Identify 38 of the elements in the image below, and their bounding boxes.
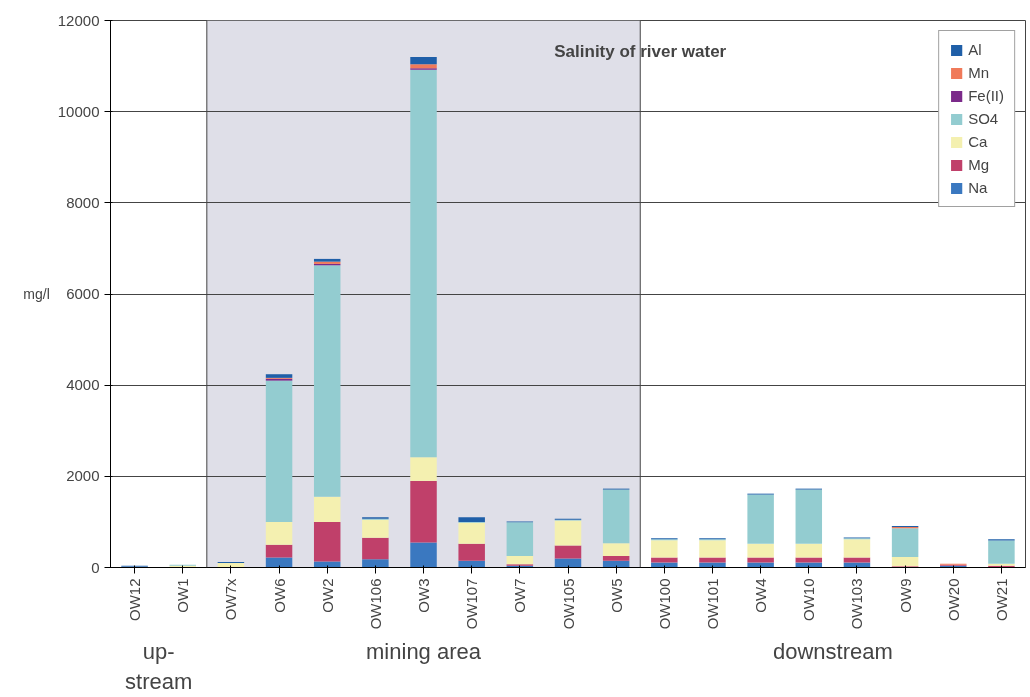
x-tick-label: OW6: [270, 578, 288, 613]
x-tick-label: OW103: [848, 578, 866, 630]
legend-label: Na: [968, 179, 989, 196]
x-tick-label: OW1: [174, 578, 192, 613]
x-tick-label: OW4: [752, 578, 770, 613]
text: mining area: [366, 638, 482, 664]
x-tick-label: OW106: [366, 578, 384, 630]
y-tick-label: 12000: [57, 11, 100, 29]
x-tick-label: OW9: [896, 578, 914, 613]
y-tick-label: 4000: [66, 376, 100, 394]
x-tick-label: OW21: [992, 578, 1010, 622]
x-tick-label: OW10: [800, 578, 818, 622]
legend-label: Ca: [968, 133, 989, 150]
x-tick-label: OW7: [511, 578, 529, 613]
y-tick-label: 2000: [66, 467, 100, 485]
x-tick-label: OW2: [318, 578, 336, 613]
x-tick-label: OW12: [126, 578, 144, 622]
x-tick-label: OW105: [559, 578, 577, 630]
x-tick-label: OW20: [944, 578, 962, 622]
text: Salinity of river water: [554, 42, 727, 62]
legend-label: Fe(II): [968, 87, 1004, 104]
y-axis-title: mg/l: [23, 286, 50, 302]
legend-label: Mg: [968, 156, 989, 173]
y-tick-label: 6000: [66, 285, 100, 302]
x-tick-label: OW101: [703, 578, 721, 630]
x-tick-label: OW107: [463, 578, 481, 630]
y-tick-label: 0: [91, 558, 100, 576]
text: downstream: [772, 638, 893, 664]
x-tick-label: OW3: [415, 578, 433, 613]
text: up- stream: [125, 638, 193, 694]
legend-label: Mn: [968, 64, 989, 81]
x-tick-label: OW100: [655, 578, 673, 630]
x-tick-label: OW7x: [222, 578, 240, 621]
legend-label: Al: [968, 41, 983, 58]
y-tick-label: 10000: [57, 102, 100, 120]
y-tick-label: 8000: [66, 193, 100, 211]
legend-label: SO4: [968, 110, 999, 127]
x-tick-label: OW5: [607, 578, 625, 613]
